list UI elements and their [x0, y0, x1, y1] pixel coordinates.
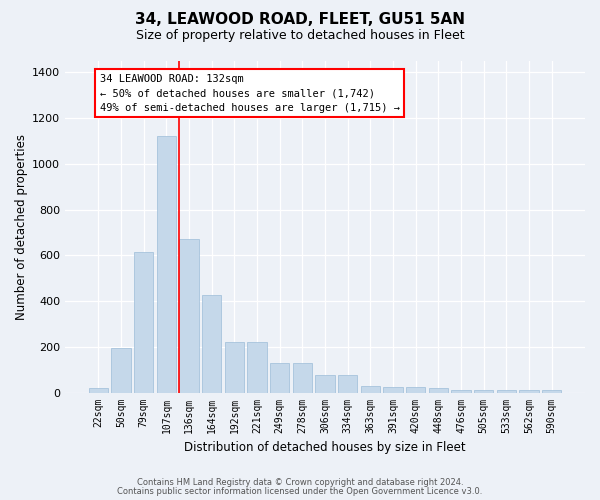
Bar — [451, 390, 471, 392]
Bar — [270, 363, 289, 392]
Text: 34 LEAWOOD ROAD: 132sqm
← 50% of detached houses are smaller (1,742)
49% of semi: 34 LEAWOOD ROAD: 132sqm ← 50% of detache… — [100, 74, 400, 113]
Bar — [179, 240, 199, 392]
Bar — [338, 376, 358, 392]
Bar — [361, 386, 380, 392]
Text: Contains public sector information licensed under the Open Government Licence v3: Contains public sector information licen… — [118, 487, 482, 496]
Bar — [383, 387, 403, 392]
Text: 34, LEAWOOD ROAD, FLEET, GU51 5AN: 34, LEAWOOD ROAD, FLEET, GU51 5AN — [135, 12, 465, 26]
Bar — [542, 390, 562, 392]
Bar — [247, 342, 267, 392]
Bar — [225, 342, 244, 392]
Bar — [157, 136, 176, 392]
Bar — [429, 388, 448, 392]
Bar — [134, 252, 154, 392]
Bar — [316, 376, 335, 392]
Bar — [474, 390, 493, 392]
Bar — [293, 363, 312, 392]
Y-axis label: Number of detached properties: Number of detached properties — [15, 134, 28, 320]
Bar — [406, 387, 425, 392]
Bar — [89, 388, 108, 392]
Bar — [112, 348, 131, 393]
Text: Size of property relative to detached houses in Fleet: Size of property relative to detached ho… — [136, 29, 464, 42]
Bar — [520, 390, 539, 392]
X-axis label: Distribution of detached houses by size in Fleet: Distribution of detached houses by size … — [184, 441, 466, 454]
Bar — [202, 296, 221, 392]
Text: Contains HM Land Registry data © Crown copyright and database right 2024.: Contains HM Land Registry data © Crown c… — [137, 478, 463, 487]
Bar — [497, 390, 516, 392]
